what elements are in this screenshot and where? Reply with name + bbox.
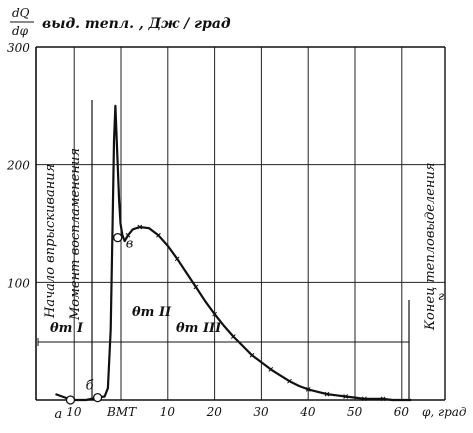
curve-marker [156, 232, 161, 238]
heat-release-curve [55, 104, 412, 402]
curve-marker [305, 387, 311, 392]
curve-marker [193, 284, 199, 290]
x-tick-label-ВМТ: ВМТ [106, 405, 137, 419]
theta-1-label: θт I [50, 321, 84, 336]
curve-marker [380, 396, 386, 402]
ylabel-fraction-num: dQ [12, 6, 30, 20]
theta-2-label: θт II [132, 305, 172, 320]
curve-marker [362, 396, 367, 402]
tick-labels: 300 200 100 10 ВМТ 10 20 30 40 50 60 [6, 41, 409, 419]
point-label-0: а [54, 407, 62, 422]
annotation-heat-release-end: Конец тепловыделения [423, 163, 438, 331]
curve-marker [249, 352, 255, 358]
point-marker-1 [92, 392, 103, 403]
ylabel-fraction-den: dφ [12, 24, 29, 38]
axes [35, 46, 446, 401]
annotation-mark-r: г [438, 289, 444, 303]
theta-3-label: θт III [176, 321, 222, 336]
y-tick-label-100: 100 [7, 276, 30, 290]
annotation-ignition-moment: Момент воспламенения [68, 148, 83, 321]
y-tick-label-300: 300 [7, 41, 30, 55]
x-tick-label--10: 10 [66, 405, 82, 419]
curve-marker [174, 256, 180, 262]
grid [36, 47, 445, 400]
curve-marker [230, 334, 236, 339]
x-tick-label-40: 40 [299, 405, 316, 419]
x-tick-label-30: 30 [253, 405, 269, 419]
data-series: а б в [54, 104, 412, 422]
point-marker-0 [65, 395, 76, 405]
curve-marker [212, 311, 217, 317]
x-tick-label-20: 20 [206, 405, 223, 419]
annotation-injection-start: Начало впрыскивания [43, 164, 58, 319]
x-tick-label-10: 10 [160, 405, 176, 419]
ylabel-text: выд. тепл. , Дж / град [42, 16, 231, 32]
point-label-1: б [86, 379, 94, 394]
curve-marker [287, 378, 292, 384]
curve-marker [343, 394, 348, 399]
x-tick-label-60: 60 [394, 405, 410, 419]
point-marker-2 [113, 232, 123, 243]
curve-marker [324, 391, 330, 397]
annotations: Начало впрыскивания Момент воспламенения К… [37, 100, 444, 400]
y-tick-label-200: 200 [6, 159, 30, 173]
x-tick-label-50: 50 [347, 405, 363, 419]
curve-marker [125, 232, 131, 238]
curve-marker [268, 367, 274, 372]
curve-marker [137, 224, 143, 230]
point-label-2: в [126, 237, 134, 252]
x-axis-label: φ, град [422, 405, 467, 419]
